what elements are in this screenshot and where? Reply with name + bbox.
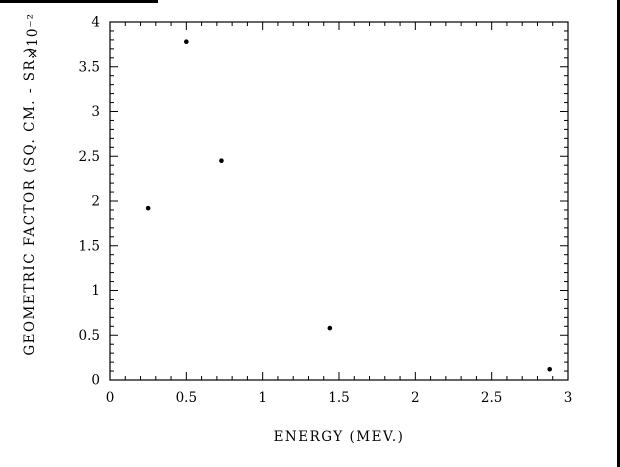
scan-artifact-right: [617, 0, 620, 467]
svg-text:3: 3: [564, 390, 573, 406]
svg-text:4: 4: [91, 15, 100, 31]
svg-text:0: 0: [106, 390, 115, 406]
svg-text:2.5: 2.5: [79, 149, 100, 165]
y-axis-title: GEOMETRIC FACTOR (SQ. CM. - SR.): [22, 46, 38, 356]
svg-text:2: 2: [91, 194, 100, 210]
svg-text:0.5: 0.5: [176, 390, 197, 406]
svg-text:0.5: 0.5: [79, 328, 100, 344]
svg-text:3.5: 3.5: [79, 59, 100, 75]
svg-text:1: 1: [91, 283, 100, 299]
svg-text:3: 3: [91, 104, 100, 120]
svg-text:2: 2: [411, 390, 420, 406]
svg-text:0: 0: [91, 373, 100, 389]
scan-artifact-top: [0, 0, 158, 3]
y-axis-multiplier: ×10⁻²: [25, 12, 41, 60]
svg-text:1: 1: [258, 390, 267, 406]
x-axis-title: ENERGY (MEV.): [273, 429, 405, 445]
svg-text:1.5: 1.5: [328, 390, 349, 406]
svg-text:2.5: 2.5: [481, 390, 502, 406]
svg-text:1.5: 1.5: [79, 238, 100, 254]
